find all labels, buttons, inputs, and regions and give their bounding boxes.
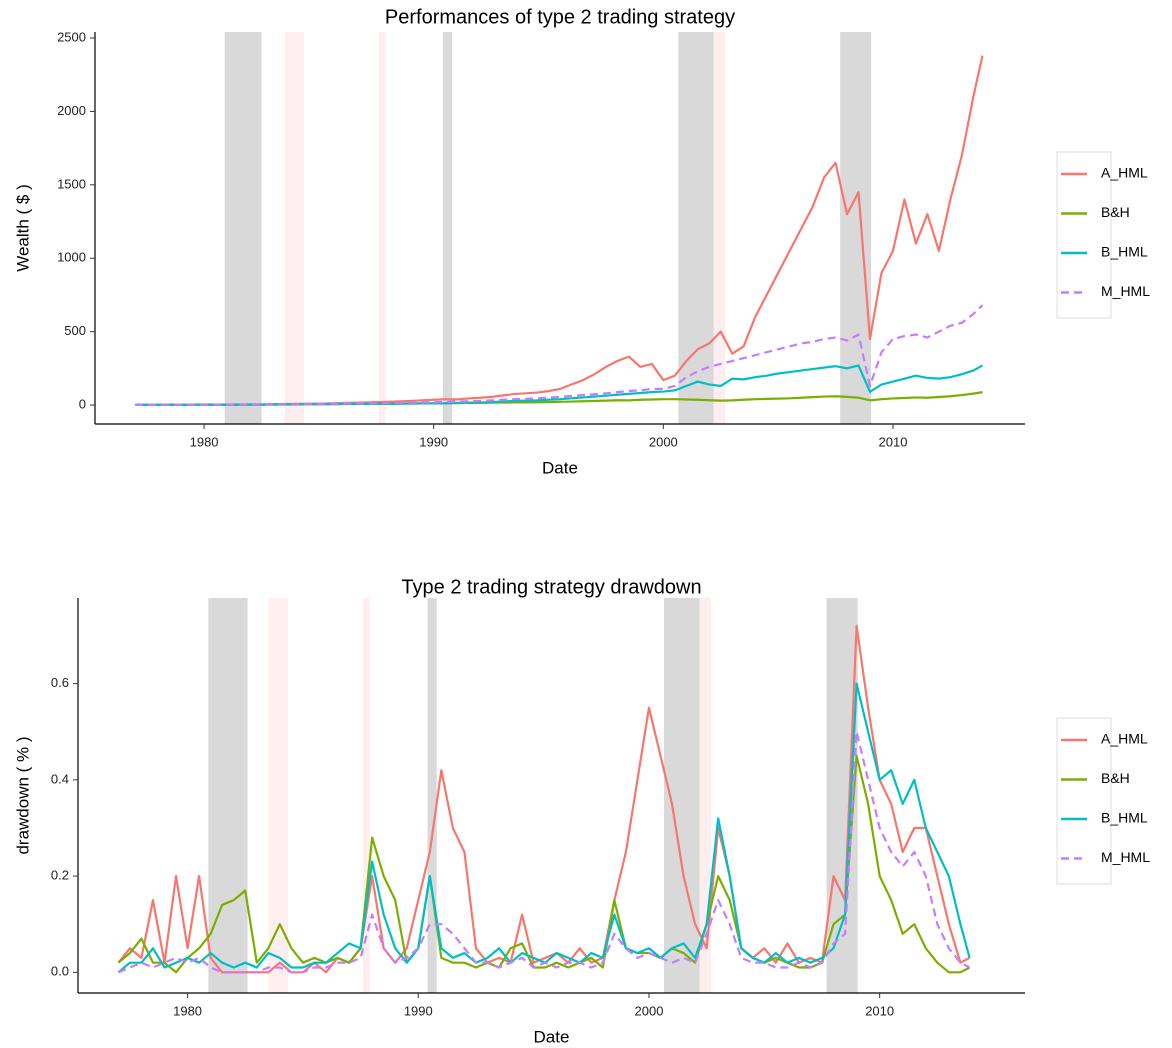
x-tick-label: 2000 xyxy=(635,1003,664,1018)
shaded-period xyxy=(208,598,248,993)
shaded-period xyxy=(378,32,386,424)
y-axis-label: Wealth ( $ ) xyxy=(13,184,32,272)
x-tick-label: 1990 xyxy=(404,1003,433,1018)
legend-label: B_HML xyxy=(1101,810,1148,826)
legend-label: M_HML xyxy=(1101,283,1150,299)
y-axis-label: drawdown ( % ) xyxy=(13,736,32,854)
shaded-period xyxy=(678,32,714,424)
legend-label: M_HML xyxy=(1101,849,1150,865)
legend-label: B&H xyxy=(1101,770,1130,786)
y-tick-label: 0 xyxy=(79,396,86,411)
series-line xyxy=(117,624,971,974)
shaded-period xyxy=(284,32,304,424)
y-tick-label: 0.2 xyxy=(51,868,69,883)
shaded-period xyxy=(362,598,370,993)
series-line xyxy=(117,730,971,974)
legend-label: B_HML xyxy=(1101,244,1148,260)
shaded-period xyxy=(699,598,712,993)
shaded-period xyxy=(268,598,288,993)
x-tick-label: 1990 xyxy=(419,434,448,449)
chart-title: Type 2 trading strategy drawdown xyxy=(401,576,701,598)
y-tick-label: 500 xyxy=(64,323,86,338)
y-tick-label: 0.6 xyxy=(51,675,69,690)
legend-label: B&H xyxy=(1101,204,1130,220)
legend-box xyxy=(1056,151,1112,319)
shaded-period xyxy=(840,32,872,424)
y-tick-label: 1000 xyxy=(57,250,86,265)
chart-panel: 0 500 1000 1500 2000 2500 1980 1990 2000 2010 Perf… xyxy=(13,6,1150,477)
x-tick-label: 2010 xyxy=(879,434,908,449)
series-line xyxy=(135,304,984,407)
shaded-period xyxy=(224,32,262,424)
shaded-period xyxy=(442,32,453,424)
y-tick-label: 0.4 xyxy=(51,771,69,786)
shaded-period xyxy=(713,32,726,424)
x-tick-label: 1980 xyxy=(190,434,219,449)
chart-title: Performances of type 2 trading strategy xyxy=(385,6,735,28)
x-tick-label: 2000 xyxy=(649,434,678,449)
legend-label: A_HML xyxy=(1101,731,1148,747)
x-tick-label: 1980 xyxy=(173,1003,202,1018)
x-tick-label: 2010 xyxy=(865,1003,894,1018)
series-line xyxy=(135,364,984,407)
y-tick-label: 1500 xyxy=(57,176,86,191)
y-tick-label: 2000 xyxy=(57,103,86,118)
shaded-period xyxy=(427,598,437,993)
legend-label: A_HML xyxy=(1101,165,1148,181)
legend-box xyxy=(1056,717,1112,885)
y-tick-label: 0.0 xyxy=(51,964,69,979)
y-tick-label: 2500 xyxy=(57,29,86,44)
chart-panel: 0.0 0.2 0.4 0.6 1980 1990 2000 2010 Type 2 tradi… xyxy=(13,576,1150,1046)
series-line xyxy=(117,754,971,974)
x-axis-label: Date xyxy=(534,1027,570,1046)
x-axis-label: Date xyxy=(542,458,578,477)
